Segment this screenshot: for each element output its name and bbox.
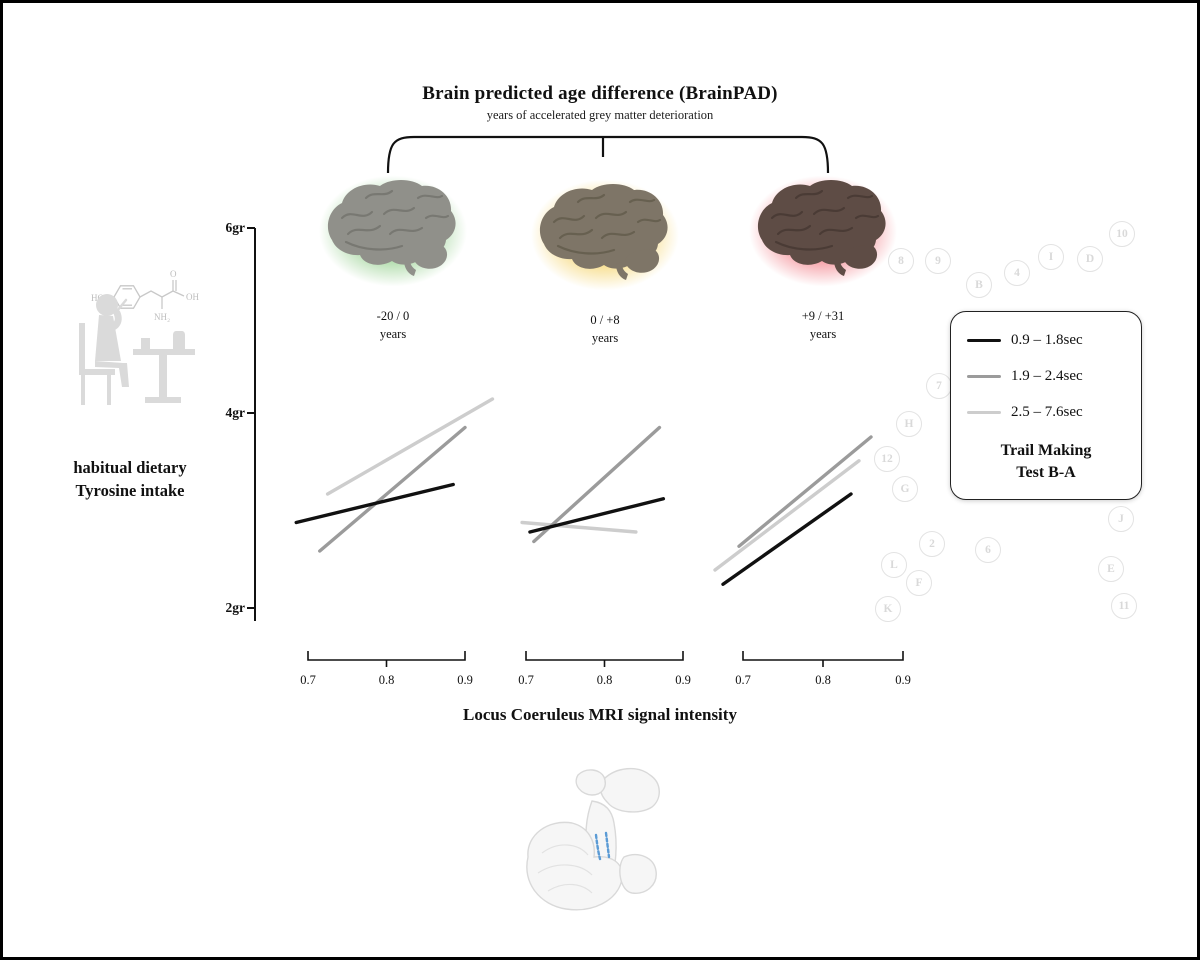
brain-group-low-brainpad: -20 / 0 years <box>293 156 493 343</box>
y-axis-line <box>254 228 256 621</box>
figure-title: Brain predicted age difference (BrainPAD… <box>422 83 778 104</box>
y-axis-concept-label: habitual dietary Tyrosine intake <box>21 456 239 502</box>
molecule-label-ho: HO <box>91 293 104 303</box>
trail-making-circle: 6 <box>975 537 1001 563</box>
x-tick-label: 0.8 <box>815 673 831 687</box>
x-tick-label: 0.9 <box>457 673 473 687</box>
regression-line <box>737 435 873 548</box>
trail-making-circle: 2 <box>919 531 945 557</box>
regression-line <box>520 520 638 534</box>
legend-item-fast: 0.9 – 1.8sec <box>967 332 1125 349</box>
brain-image-yellow-glow <box>505 160 705 310</box>
trail-making-circle: 11 <box>1111 593 1137 619</box>
x-axis-bracket <box>742 651 904 667</box>
x-axis-title: Locus Coeruleus MRI signal intensity <box>463 705 737 724</box>
legend-label: 1.9 – 2.4sec <box>1011 368 1083 384</box>
regression-line <box>721 492 853 586</box>
x-tick-label: 0.8 <box>597 673 613 687</box>
tyrosine-molecule-icon: HO O OH NH₂ <box>91 269 199 322</box>
brain-icon <box>327 180 456 276</box>
x-tick-label: 0.7 <box>735 673 751 687</box>
legend-title: Trail Making Test B-A <box>967 440 1125 483</box>
figure-subtitle: years of accelerated grey matter deterio… <box>486 108 714 122</box>
brain-group-mid-brainpad: 0 / +8 years <box>505 160 705 347</box>
brain-image-green-glow <box>293 156 493 306</box>
regression-line <box>528 497 666 534</box>
legend-line-swatch-gray <box>967 374 1001 379</box>
brainpad-range: 0 / +8 <box>590 313 620 327</box>
regression-line <box>318 425 467 553</box>
x-axis-bracket <box>525 651 684 667</box>
trail-making-circle: 4 <box>1004 260 1030 286</box>
x-tick-label: 0.8 <box>379 673 395 687</box>
molecule-label-o: O <box>170 269 177 279</box>
left-caption-line2: Tyrosine intake <box>75 481 185 501</box>
regression-line <box>325 397 495 496</box>
title-block: Brain predicted age difference (BrainPAD… <box>3 83 1197 123</box>
legend-title-line2: Test B-A <box>1016 463 1076 481</box>
brainpad-unit: years <box>379 326 407 341</box>
trail-making-circle: D <box>1077 246 1103 272</box>
trail-making-circle: G <box>892 476 918 502</box>
brainpad-range: -20 / 0 <box>376 309 410 323</box>
trail-making-circle: K <box>875 596 901 622</box>
brainstem-locus-coeruleus-icon <box>526 768 660 911</box>
y-axis-tick <box>247 227 255 229</box>
brainpad-range: +9 / +31 <box>801 309 845 323</box>
legend-item-slow: 2.5 – 7.6sec <box>967 404 1125 421</box>
legend-box: 0.9 – 1.8sec 1.9 – 2.4sec 2.5 – 7.6sec T… <box>950 311 1142 501</box>
trail-making-circle: 12 <box>874 446 900 472</box>
legend-line-swatch-lightgray <box>967 410 1001 415</box>
brain-image-red-glow <box>723 156 923 306</box>
brain-icon <box>757 180 886 276</box>
brace-bracket <box>386 135 830 174</box>
x-tick-label: 0.7 <box>518 673 534 687</box>
brain-group-high-brainpad: +9 / +31 years <box>723 156 923 343</box>
regression-line <box>532 425 662 544</box>
brain-icon <box>539 184 668 280</box>
regression-line <box>294 482 455 525</box>
trail-making-circle: F <box>906 570 932 596</box>
legend-title-line1: Trail Making <box>1000 442 1092 459</box>
x-tick-label: 0.9 <box>675 673 691 687</box>
trail-making-circle: B <box>966 272 992 298</box>
legend-label: 2.5 – 7.6sec <box>1011 404 1083 420</box>
person-eating-icon <box>79 294 195 405</box>
x-tick-label: 0.9 <box>895 673 911 687</box>
y-axis-tick <box>247 412 255 414</box>
brainpad-range-label: +9 / +31 years <box>723 308 923 343</box>
brainpad-unit: years <box>809 326 837 341</box>
brainpad-range-label: -20 / 0 years <box>293 308 493 343</box>
brainpad-range-label: 0 / +8 years <box>505 312 705 347</box>
regression-line <box>713 459 861 572</box>
legend-line-swatch-black <box>967 338 1001 343</box>
y-axis-tick <box>247 607 255 609</box>
brainpad-unit: years <box>591 330 619 345</box>
y-tick-label-6gr: 6gr <box>225 220 246 235</box>
trail-making-circle: E <box>1098 556 1124 582</box>
left-caption-line1: habitual dietary <box>73 458 187 477</box>
trail-making-circle: 10 <box>1109 221 1135 247</box>
trail-making-circle: 9 <box>925 248 951 274</box>
trail-making-circle: I <box>1038 244 1064 270</box>
trail-making-circle: 7 <box>926 373 952 399</box>
trail-making-circle: H <box>896 411 922 437</box>
x-axis-bracket <box>307 651 466 667</box>
y-tick-label-2gr: 2gr <box>225 600 246 615</box>
legend-label: 0.9 – 1.8sec <box>1011 332 1083 348</box>
trail-making-circle: J <box>1108 506 1134 532</box>
x-tick-label: 0.7 <box>300 673 316 687</box>
molecule-label-nh2: NH₂ <box>154 312 170 322</box>
legend-item-medium: 1.9 – 2.4sec <box>967 368 1125 385</box>
molecule-label-oh: OH <box>186 292 199 302</box>
trail-making-circle: L <box>881 552 907 578</box>
y-tick-label-4gr: 4gr <box>225 405 246 420</box>
